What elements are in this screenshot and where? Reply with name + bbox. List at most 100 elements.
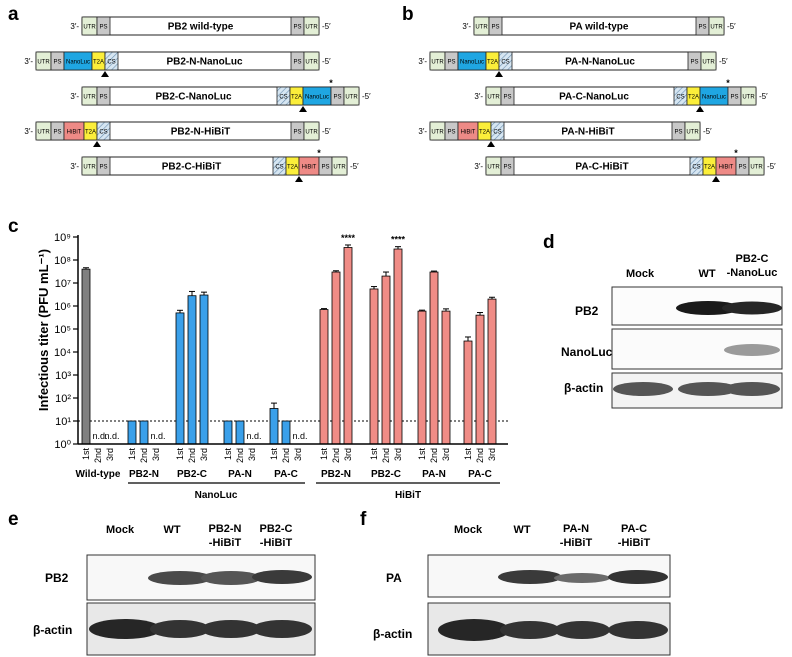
passage-tick-label: 3rd — [199, 448, 209, 461]
stop-codon-asterisk: * — [734, 148, 738, 158]
segment-label-cs: CS — [279, 95, 287, 101]
group-label: PA-C — [274, 469, 298, 480]
segment-label-cs: CS — [99, 130, 107, 136]
segment-label-utr: UTR — [305, 60, 318, 66]
passage-tick-label: 3rd — [151, 448, 161, 461]
blot-d-row-nanoluc: NanoLuc — [561, 345, 613, 359]
segment-utr — [303, 16, 320, 36]
construct-3prime-label: 3′- — [462, 22, 471, 31]
segment-cs — [490, 121, 505, 141]
panel-b-letter: b — [402, 4, 414, 25]
y-tick-label: 10⁴ — [54, 347, 71, 359]
panel-e-letter: e — [8, 509, 19, 530]
blot-e-lane-mock: Mock — [106, 524, 135, 536]
segment-utr — [331, 156, 348, 176]
bar — [235, 420, 245, 445]
blot-e-lane-pb2n-hibit: -HiBiT — [209, 537, 242, 549]
segment-label-ps: PS — [690, 60, 698, 66]
segment-label-utr: UTR — [710, 25, 723, 31]
cleavage-site-marker — [487, 141, 495, 147]
segment-label-hibit: HiBiT — [461, 130, 476, 136]
segment-label-utr: UTR — [431, 60, 444, 66]
construct-5prime-label: -5′ — [719, 57, 728, 66]
construct-3prime-label: 3′- — [474, 92, 483, 101]
y-tick-label: 10⁷ — [55, 278, 71, 290]
nd-label: n.d. — [104, 431, 119, 441]
passage-tick-label: 2nd — [139, 448, 149, 463]
blot-f-band-actin-n — [554, 621, 610, 639]
passage-tick-label: 2nd — [235, 448, 245, 463]
bar — [139, 420, 149, 445]
segment-ps — [488, 16, 503, 36]
passage-tick-label: 3rd — [487, 448, 497, 461]
segment-utr — [343, 86, 360, 106]
passage-tick-label: 1st — [463, 448, 473, 461]
passage-tick-label: 3rd — [343, 448, 353, 461]
construct-3prime-label: 3′- — [70, 92, 79, 101]
segment-utr — [700, 51, 717, 71]
segment-label-ps: PS — [674, 130, 682, 136]
stop-codon-asterisk: * — [726, 78, 730, 88]
construct-3prime-label: 3′- — [24, 127, 33, 136]
segment-label-t2a: T2A — [85, 130, 96, 136]
segment-ps — [96, 86, 111, 106]
construct-name: PB2 wild-type — [168, 22, 234, 33]
bar — [269, 408, 279, 445]
y-tick-label: 10⁹ — [54, 232, 71, 244]
segment-label-cs: CS — [275, 165, 283, 171]
segment-label-t2a: T2A — [704, 165, 715, 171]
blot-e-lane-wt: WT — [163, 524, 180, 536]
blot-d-lane-nanoluc: -NanoLuc — [727, 267, 778, 279]
segment-ps — [500, 156, 515, 176]
bar — [127, 420, 137, 445]
passage-tick-label: 3rd — [247, 448, 257, 461]
segment-label-ps: PS — [698, 25, 706, 31]
segment-label-cs: CS — [692, 165, 700, 171]
blot-f-band-pa-wt — [498, 570, 562, 584]
bar — [393, 248, 403, 445]
blot-e-band-actin-mock — [89, 619, 161, 639]
passage-tick-label: 1st — [369, 448, 379, 461]
segment-label-t2a: T2A — [287, 165, 298, 171]
segment-label-nanoluc: NanoLuc — [702, 95, 726, 101]
segment-label-t2a: T2A — [688, 95, 699, 101]
construct-name: PA-N-NanoLuc — [565, 57, 635, 68]
blot-e: Mock WT PB2-N -HiBiT PB2-C -HiBiT PB2 β-… — [33, 523, 316, 656]
segment-label-utr: UTR — [37, 130, 50, 136]
segment-label-utr: UTR — [83, 165, 96, 171]
y-tick-label: 10⁶ — [54, 301, 71, 313]
bar — [343, 247, 353, 445]
bracket-label-nanoluc: NanoLuc — [195, 490, 238, 501]
construct-5prime-label: -5′ — [703, 127, 712, 136]
blot-d-band-actin-wt — [678, 382, 738, 396]
titer-bar-chart: Infectious titer (PFU mL⁻¹) 10⁰ 10¹ 10² 10³… — [36, 232, 508, 501]
cleavage-site-marker — [696, 106, 704, 112]
segment-label-utr: UTR — [345, 95, 358, 101]
passage-tick-label: 2nd — [187, 448, 197, 463]
segment-label-nanoluc: NanoLuc — [460, 60, 484, 66]
significance-marker: **** — [341, 233, 356, 243]
nd-label: n.d. — [92, 431, 107, 441]
segment-label-utr: UTR — [750, 165, 763, 171]
construct-name: PB2-C-HiBiT — [162, 162, 221, 173]
blot-f-row-pa: PA — [386, 571, 402, 585]
construct-name: PA wild-type — [570, 22, 629, 33]
segment-label-ps: PS — [53, 130, 61, 136]
y-tick-label: 10² — [55, 393, 71, 405]
passage-tick-label: 1st — [175, 448, 185, 461]
blot-f-band-actin-wt — [500, 621, 560, 639]
nd-label: n.d. — [150, 431, 165, 441]
group-label: PB2-N — [321, 469, 351, 480]
segment-label-cs: CS — [107, 60, 115, 66]
segment-label-utr: UTR — [83, 25, 96, 31]
stop-codon-asterisk: * — [317, 148, 321, 158]
blot-e-band-actin-n — [201, 620, 261, 638]
segment-label-utr: UTR — [487, 165, 500, 171]
bar — [319, 309, 329, 445]
segment-label-ps: PS — [53, 60, 61, 66]
segment-label-ps: PS — [447, 60, 455, 66]
segment-label-ps: PS — [293, 60, 301, 66]
panel-c-letter: c — [8, 216, 19, 237]
y-tick-label: 10⁰ — [54, 439, 71, 451]
panel-f-letter: f — [360, 509, 367, 530]
